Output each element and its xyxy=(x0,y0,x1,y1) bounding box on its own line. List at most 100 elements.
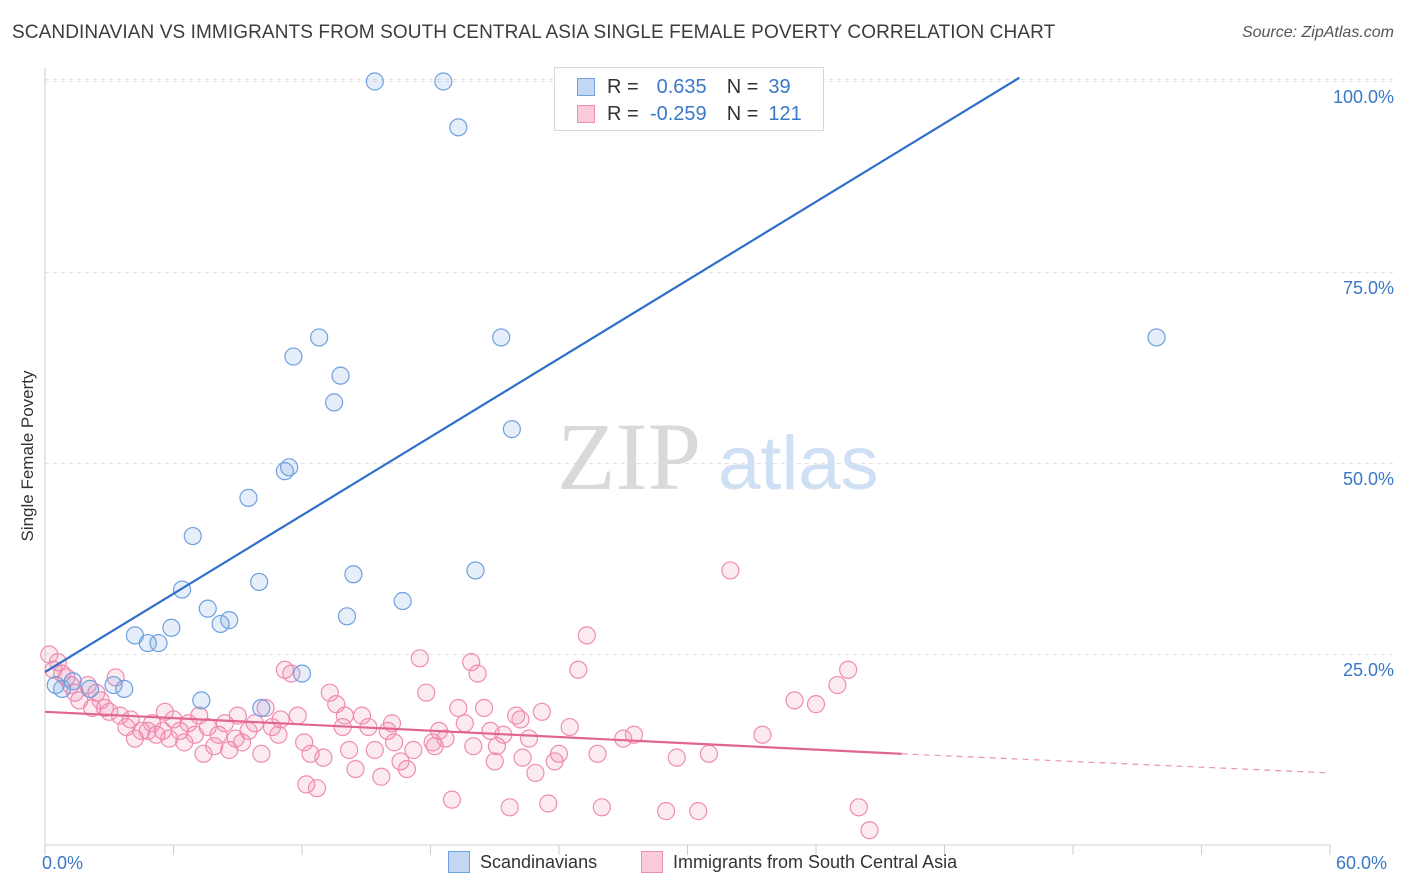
immigrant-point-71 xyxy=(455,714,474,733)
immigrant-point-58 xyxy=(372,767,391,786)
immigrant-point-76 xyxy=(487,737,506,756)
immigrant-point-115 xyxy=(545,752,564,771)
scandinavian-point-35 xyxy=(1147,328,1166,347)
immigrant-point-108 xyxy=(297,775,316,794)
immigrant-point-69 xyxy=(442,790,462,809)
immigrant-point-36 xyxy=(232,733,252,752)
bottom-legend-label: Scandinavians xyxy=(480,851,598,872)
axes xyxy=(44,68,1331,855)
scandinavian-point-9 xyxy=(162,618,181,637)
immigrant-point-94 xyxy=(699,744,719,763)
immigrant-point-81 xyxy=(519,729,539,748)
immigrant-point-88 xyxy=(577,626,596,645)
scandinavian-point-28 xyxy=(365,72,384,91)
legend-r-label: R = xyxy=(607,102,639,125)
immigrant-point-45 xyxy=(288,706,307,725)
watermark-zip: ZIP xyxy=(557,403,701,510)
legend-n-value: 121 xyxy=(768,102,802,125)
immigrant-point-70 xyxy=(449,698,468,718)
scandinavian-point-2 xyxy=(63,672,82,691)
immigrant-point-78 xyxy=(500,798,519,817)
scandinavian-point-34 xyxy=(502,420,521,439)
immigrant-point-112 xyxy=(464,737,483,756)
scandinavian-point-8 xyxy=(149,633,168,653)
immigrant-point-44 xyxy=(282,664,301,683)
scandinavian-point-23 xyxy=(310,328,329,347)
immigrant-point-64 xyxy=(410,649,429,668)
scandinavian-point-29 xyxy=(393,591,412,611)
scandinavian-point-17 xyxy=(250,572,269,592)
immigrant-trend-line xyxy=(44,710,902,755)
legend-r-label: R = xyxy=(607,75,639,98)
immigrants-points xyxy=(40,561,879,840)
immigrant-point-63 xyxy=(404,740,423,760)
immigrant-point-93 xyxy=(689,802,708,821)
bottom-legend-immigrants: Immigrants from South Central Asia xyxy=(641,851,957,873)
scandinavian-point-3 xyxy=(80,679,100,698)
immigrant-point-72 xyxy=(462,653,481,672)
scandinavian-point-5 xyxy=(115,679,134,698)
scandinavian-point-30 xyxy=(434,72,453,91)
scandinavian-point-22 xyxy=(292,664,312,683)
immigrant-point-113 xyxy=(485,752,504,771)
immigrant-point-31 xyxy=(205,737,224,756)
watermark-atlas: atlas xyxy=(718,421,879,506)
legend-swatch-pink xyxy=(577,105,595,123)
immigrant-point-109 xyxy=(335,706,354,725)
watermark: ZIP atlas xyxy=(557,403,879,510)
immigrant-point-39 xyxy=(252,744,271,763)
scandinavian-point-27 xyxy=(344,565,363,584)
immigrant-point-83 xyxy=(532,702,551,721)
bottom-legend-swatch-blue xyxy=(448,851,470,873)
legend-n-label: N = xyxy=(726,102,759,125)
immigrant-point-42 xyxy=(269,725,288,744)
legend-r-value: -0.259 xyxy=(649,102,707,125)
legend-row-immigrants: R = -0.259 N = 121 xyxy=(577,102,802,126)
immigrant-point-98 xyxy=(806,695,826,714)
immigrant-point-84 xyxy=(539,794,558,813)
scandinavian-point-7 xyxy=(138,633,157,653)
bottom-legend-scandinavians: Scandinavians xyxy=(448,851,597,873)
legend-n-label: N = xyxy=(726,75,759,98)
immigrant-point-54 xyxy=(346,759,365,779)
chart-title: SCANDINAVIAN VS IMMIGRANTS FROM SOUTH CE… xyxy=(12,22,1056,43)
immigrant-point-91 xyxy=(656,802,676,821)
immigrant-point-49 xyxy=(314,748,333,767)
immigrant-point-87 xyxy=(569,660,588,679)
scandinavian-trend-line xyxy=(44,76,1021,674)
immigrant-point-105 xyxy=(155,702,175,721)
immigrant-point-60 xyxy=(384,733,404,752)
y-tick-50: 50.0% xyxy=(1342,469,1394,489)
immigrant-point-65 xyxy=(417,683,436,702)
immigrant-point-111 xyxy=(425,737,444,756)
immigrant-trend-extension xyxy=(901,753,1331,774)
scandinavian-point-33 xyxy=(492,328,511,347)
scandinavian-point-21 xyxy=(284,347,303,366)
trend-lines xyxy=(44,76,1331,774)
immigrant-point-74 xyxy=(474,698,494,718)
scandinavian-points xyxy=(46,72,1166,718)
immigrant-point-102 xyxy=(860,821,879,840)
immigrant-point-80 xyxy=(513,748,532,767)
legend-r-value: 0.635 xyxy=(656,75,707,98)
immigrant-point-32 xyxy=(209,725,228,744)
immigrant-point-61 xyxy=(391,752,410,771)
stats-legend: R = 0.635 N = 39 R = -0.259 N = 121 xyxy=(554,67,824,131)
source-label: Source: ZipAtlas.com xyxy=(1241,24,1394,41)
immigrant-point-73 xyxy=(468,664,487,683)
immigrant-point-86 xyxy=(560,717,579,737)
scandinavian-point-14 xyxy=(211,614,230,634)
immigrant-point-50 xyxy=(320,683,339,702)
scandinavian-point-16 xyxy=(239,488,258,507)
legend-swatch-blue xyxy=(577,78,595,96)
immigrant-point-106 xyxy=(228,706,247,725)
immigrant-point-101 xyxy=(849,798,868,817)
immigrant-point-96 xyxy=(753,725,772,744)
legend-n-value: 39 xyxy=(768,75,791,98)
legend-row-scandinavian: R = 0.635 N = 39 xyxy=(577,75,791,99)
scandinavian-point-12 xyxy=(192,691,211,710)
x-min-label: 0.0% xyxy=(42,853,84,873)
immigrant-point-99 xyxy=(828,675,847,695)
scandinavian-point-13 xyxy=(198,599,217,618)
